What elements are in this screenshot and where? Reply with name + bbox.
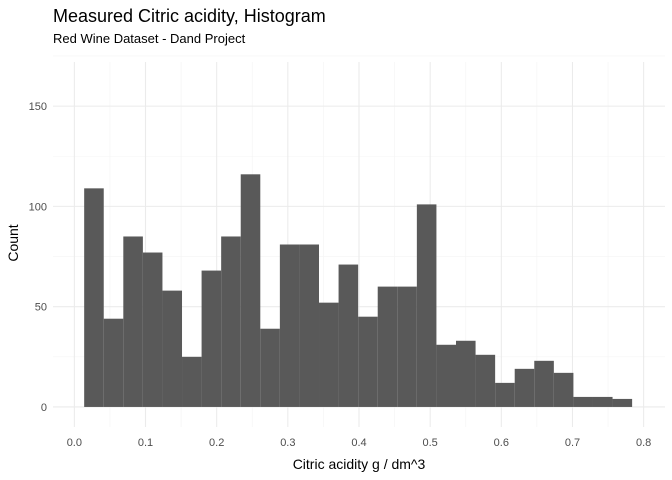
histogram-bars [84, 174, 633, 407]
histogram-bar [103, 318, 124, 407]
histogram-bar [123, 236, 143, 407]
histogram-bar [436, 344, 456, 407]
x-axis-ticks: 0.0 0.1 0.2 0.3 0.4 0.5 0.6 0.7 0.8 [67, 437, 652, 449]
y-tick-label: 150 [29, 101, 47, 113]
histogram-bar [240, 174, 261, 407]
histogram-bar [377, 286, 398, 407]
x-tick-label: 0.8 [636, 437, 651, 449]
y-axis-title: Count [5, 224, 21, 261]
y-tick-label: 50 [35, 302, 47, 314]
histogram-bar [612, 398, 633, 407]
histogram-bar [260, 328, 280, 407]
y-tick-label: 0 [41, 402, 47, 414]
histogram-bar [573, 396, 593, 407]
histogram-bar [416, 204, 437, 407]
x-tick-label: 0.2 [209, 437, 224, 449]
histogram-bar [319, 302, 339, 407]
histogram-bar [553, 372, 574, 407]
histogram-bar [592, 396, 613, 407]
x-tick-label: 0.1 [138, 437, 153, 449]
histogram-bar [358, 316, 378, 407]
x-tick-label: 0.0 [67, 437, 82, 449]
x-tick-label: 0.5 [423, 437, 438, 449]
x-tick-label: 0.7 [565, 437, 580, 449]
histogram-bar [455, 340, 476, 407]
histogram-bar [397, 286, 417, 407]
y-tick-label: 100 [29, 201, 47, 213]
histogram-bar [84, 188, 104, 407]
histogram-bar [142, 252, 163, 407]
histogram-bar [221, 236, 241, 407]
x-tick-label: 0.4 [351, 437, 366, 449]
chart-subtitle: Red Wine Dataset - Dand Project [53, 31, 246, 46]
histogram-bar [514, 368, 535, 407]
histogram-bar [279, 244, 300, 407]
histogram-bar [475, 354, 496, 407]
histogram-bar [201, 270, 222, 407]
y-axis-ticks: 0 50 100 150 [29, 101, 47, 414]
histogram-bar [534, 360, 554, 407]
histogram-bar [299, 244, 320, 407]
histogram-bar [162, 290, 183, 407]
x-tick-label: 0.3 [280, 437, 295, 449]
x-tick-label: 0.6 [494, 437, 509, 449]
x-axis-title: Citric acidity g / dm^3 [293, 456, 426, 472]
chart-title: Measured Citric acidity, Histogram [53, 6, 326, 26]
histogram-bar [182, 356, 202, 407]
histogram-bar [495, 382, 515, 407]
histogram-bar [338, 264, 359, 407]
